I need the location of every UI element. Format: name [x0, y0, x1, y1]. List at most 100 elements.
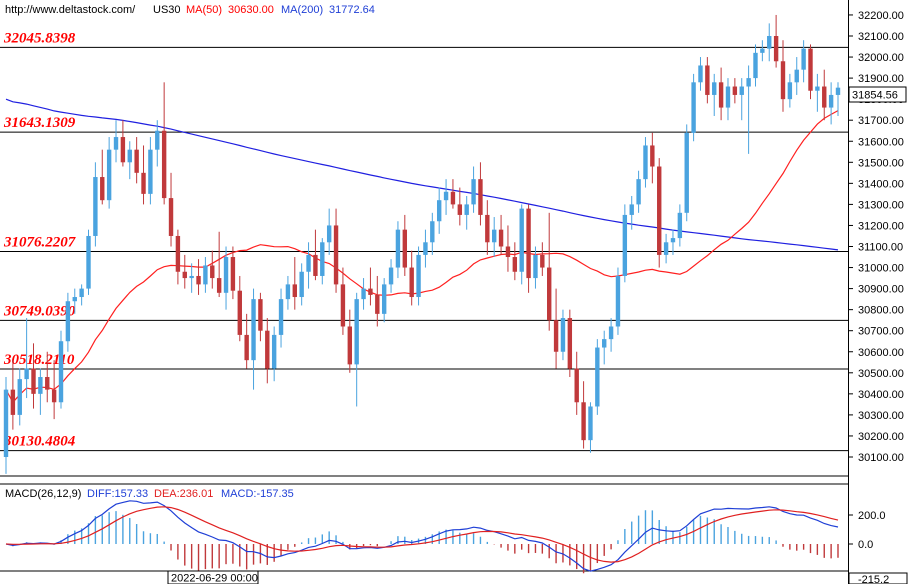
y-tick-label: 31900.00 — [858, 73, 904, 85]
macd-tick-label: 0.0 — [858, 539, 873, 551]
macd-dea-line — [5, 506, 839, 563]
y-tick-label: 32200.00 — [858, 10, 904, 22]
candle-body — [3, 389, 9, 457]
candle-body — [684, 132, 689, 213]
candle-body — [127, 149, 132, 163]
candle-body — [650, 145, 655, 167]
candle-body — [801, 48, 806, 70]
candle-body — [258, 299, 263, 331]
candle-body — [608, 326, 614, 340]
candle-body — [161, 130, 167, 199]
y-tick-label: 30200.00 — [858, 431, 904, 443]
macd-title: MACD(26,12,9) — [5, 488, 81, 500]
candle-body — [828, 94, 834, 108]
ma50-label: MA(50) — [186, 4, 222, 16]
macd-dea-label: DEA:236.01 — [154, 488, 213, 500]
macd-min-box — [848, 572, 908, 584]
macd-diff-line — [5, 500, 839, 572]
ma50-value: 30630.00 — [228, 4, 274, 16]
candle-body — [718, 82, 724, 108]
y-tick-label: 31000.00 — [858, 263, 904, 275]
candle-body — [519, 208, 524, 272]
macd-tick-label: -215.2 — [858, 574, 889, 584]
candle-body — [746, 78, 751, 87]
current-price-box — [848, 86, 907, 103]
level-label: 31643.1309 — [3, 115, 76, 131]
candle-body — [175, 235, 181, 272]
y-tick-label: 30800.00 — [858, 305, 904, 317]
candle-body — [306, 254, 311, 272]
level-label: 30518.2110 — [3, 352, 75, 368]
candle-body — [602, 339, 607, 348]
candle-body — [581, 402, 586, 441]
candle-body — [636, 179, 641, 205]
candle-body — [196, 275, 201, 285]
macd-diff-label: DIFF:157.33 — [87, 488, 148, 500]
candle-body — [340, 284, 346, 327]
candle-body — [822, 86, 827, 108]
candle-body — [698, 65, 703, 83]
macd-tick-label: 200.0 — [858, 510, 886, 522]
candle-body — [230, 257, 236, 291]
candle-body — [31, 368, 36, 394]
current-price-label: 31854.56 — [852, 90, 898, 102]
candle-body — [223, 257, 229, 293]
candle-body — [79, 288, 84, 298]
candlesticks — [3, 14, 841, 474]
candle-body — [478, 179, 483, 215]
y-tick-label: 31400.00 — [858, 178, 904, 190]
candle-body — [815, 86, 820, 91]
candle-body — [292, 284, 297, 298]
candle-body — [148, 149, 153, 194]
candle-body — [58, 341, 64, 403]
y-tick-label: 30100.00 — [858, 452, 904, 464]
candle-body — [72, 297, 77, 302]
candle-body — [588, 406, 593, 441]
y-tick-label: 31600.00 — [858, 136, 904, 148]
candle-body — [739, 86, 744, 95]
candle-body — [595, 347, 600, 407]
candle-body — [808, 48, 813, 91]
candle-body — [767, 36, 772, 49]
site-url: http://www.deltastock.com/ — [5, 4, 136, 16]
candle-body — [182, 271, 187, 279]
macd-value-label: MACD:-157.35 — [221, 488, 294, 500]
candle-body — [106, 149, 112, 201]
y-tick-label: 31500.00 — [858, 157, 904, 169]
level-label: 30749.0390 — [3, 303, 76, 319]
candle-body — [326, 225, 332, 243]
crosshair-date-box — [167, 570, 259, 584]
y-tick-label: 30600.00 — [858, 347, 904, 359]
candle-body — [657, 166, 662, 255]
candle-body — [320, 242, 325, 276]
candle-body — [100, 177, 105, 201]
candle-body — [780, 61, 786, 100]
y-tick-label: 31300.00 — [858, 199, 904, 211]
candle-body — [402, 229, 408, 268]
candle-body — [725, 86, 731, 108]
candle-body — [409, 267, 414, 298]
candle-body — [553, 320, 559, 352]
candle-body — [464, 204, 469, 215]
candle-body — [505, 246, 511, 258]
candle-body — [278, 299, 284, 335]
candle-body — [677, 212, 683, 239]
y-tick-label: 30500.00 — [858, 368, 904, 380]
y-tick-label: 31100.00 — [858, 242, 903, 254]
ma50-line — [5, 110, 839, 404]
candle-body — [670, 238, 676, 243]
y-tick-label: 30300.00 — [858, 410, 904, 422]
crosshair-date-label: 2022-06-29 00:00 — [171, 573, 258, 584]
y-tick-label: 32100.00 — [858, 31, 904, 43]
candle-body — [237, 290, 242, 335]
candle-body — [443, 191, 449, 201]
candle-body — [526, 208, 531, 279]
candle-body — [86, 235, 91, 289]
candle-body — [299, 271, 304, 298]
level-label: 31076.2207 — [3, 235, 76, 251]
candle-body — [533, 254, 538, 279]
candle-body — [203, 265, 208, 285]
candle-body — [65, 301, 71, 342]
candle-body — [615, 275, 621, 327]
